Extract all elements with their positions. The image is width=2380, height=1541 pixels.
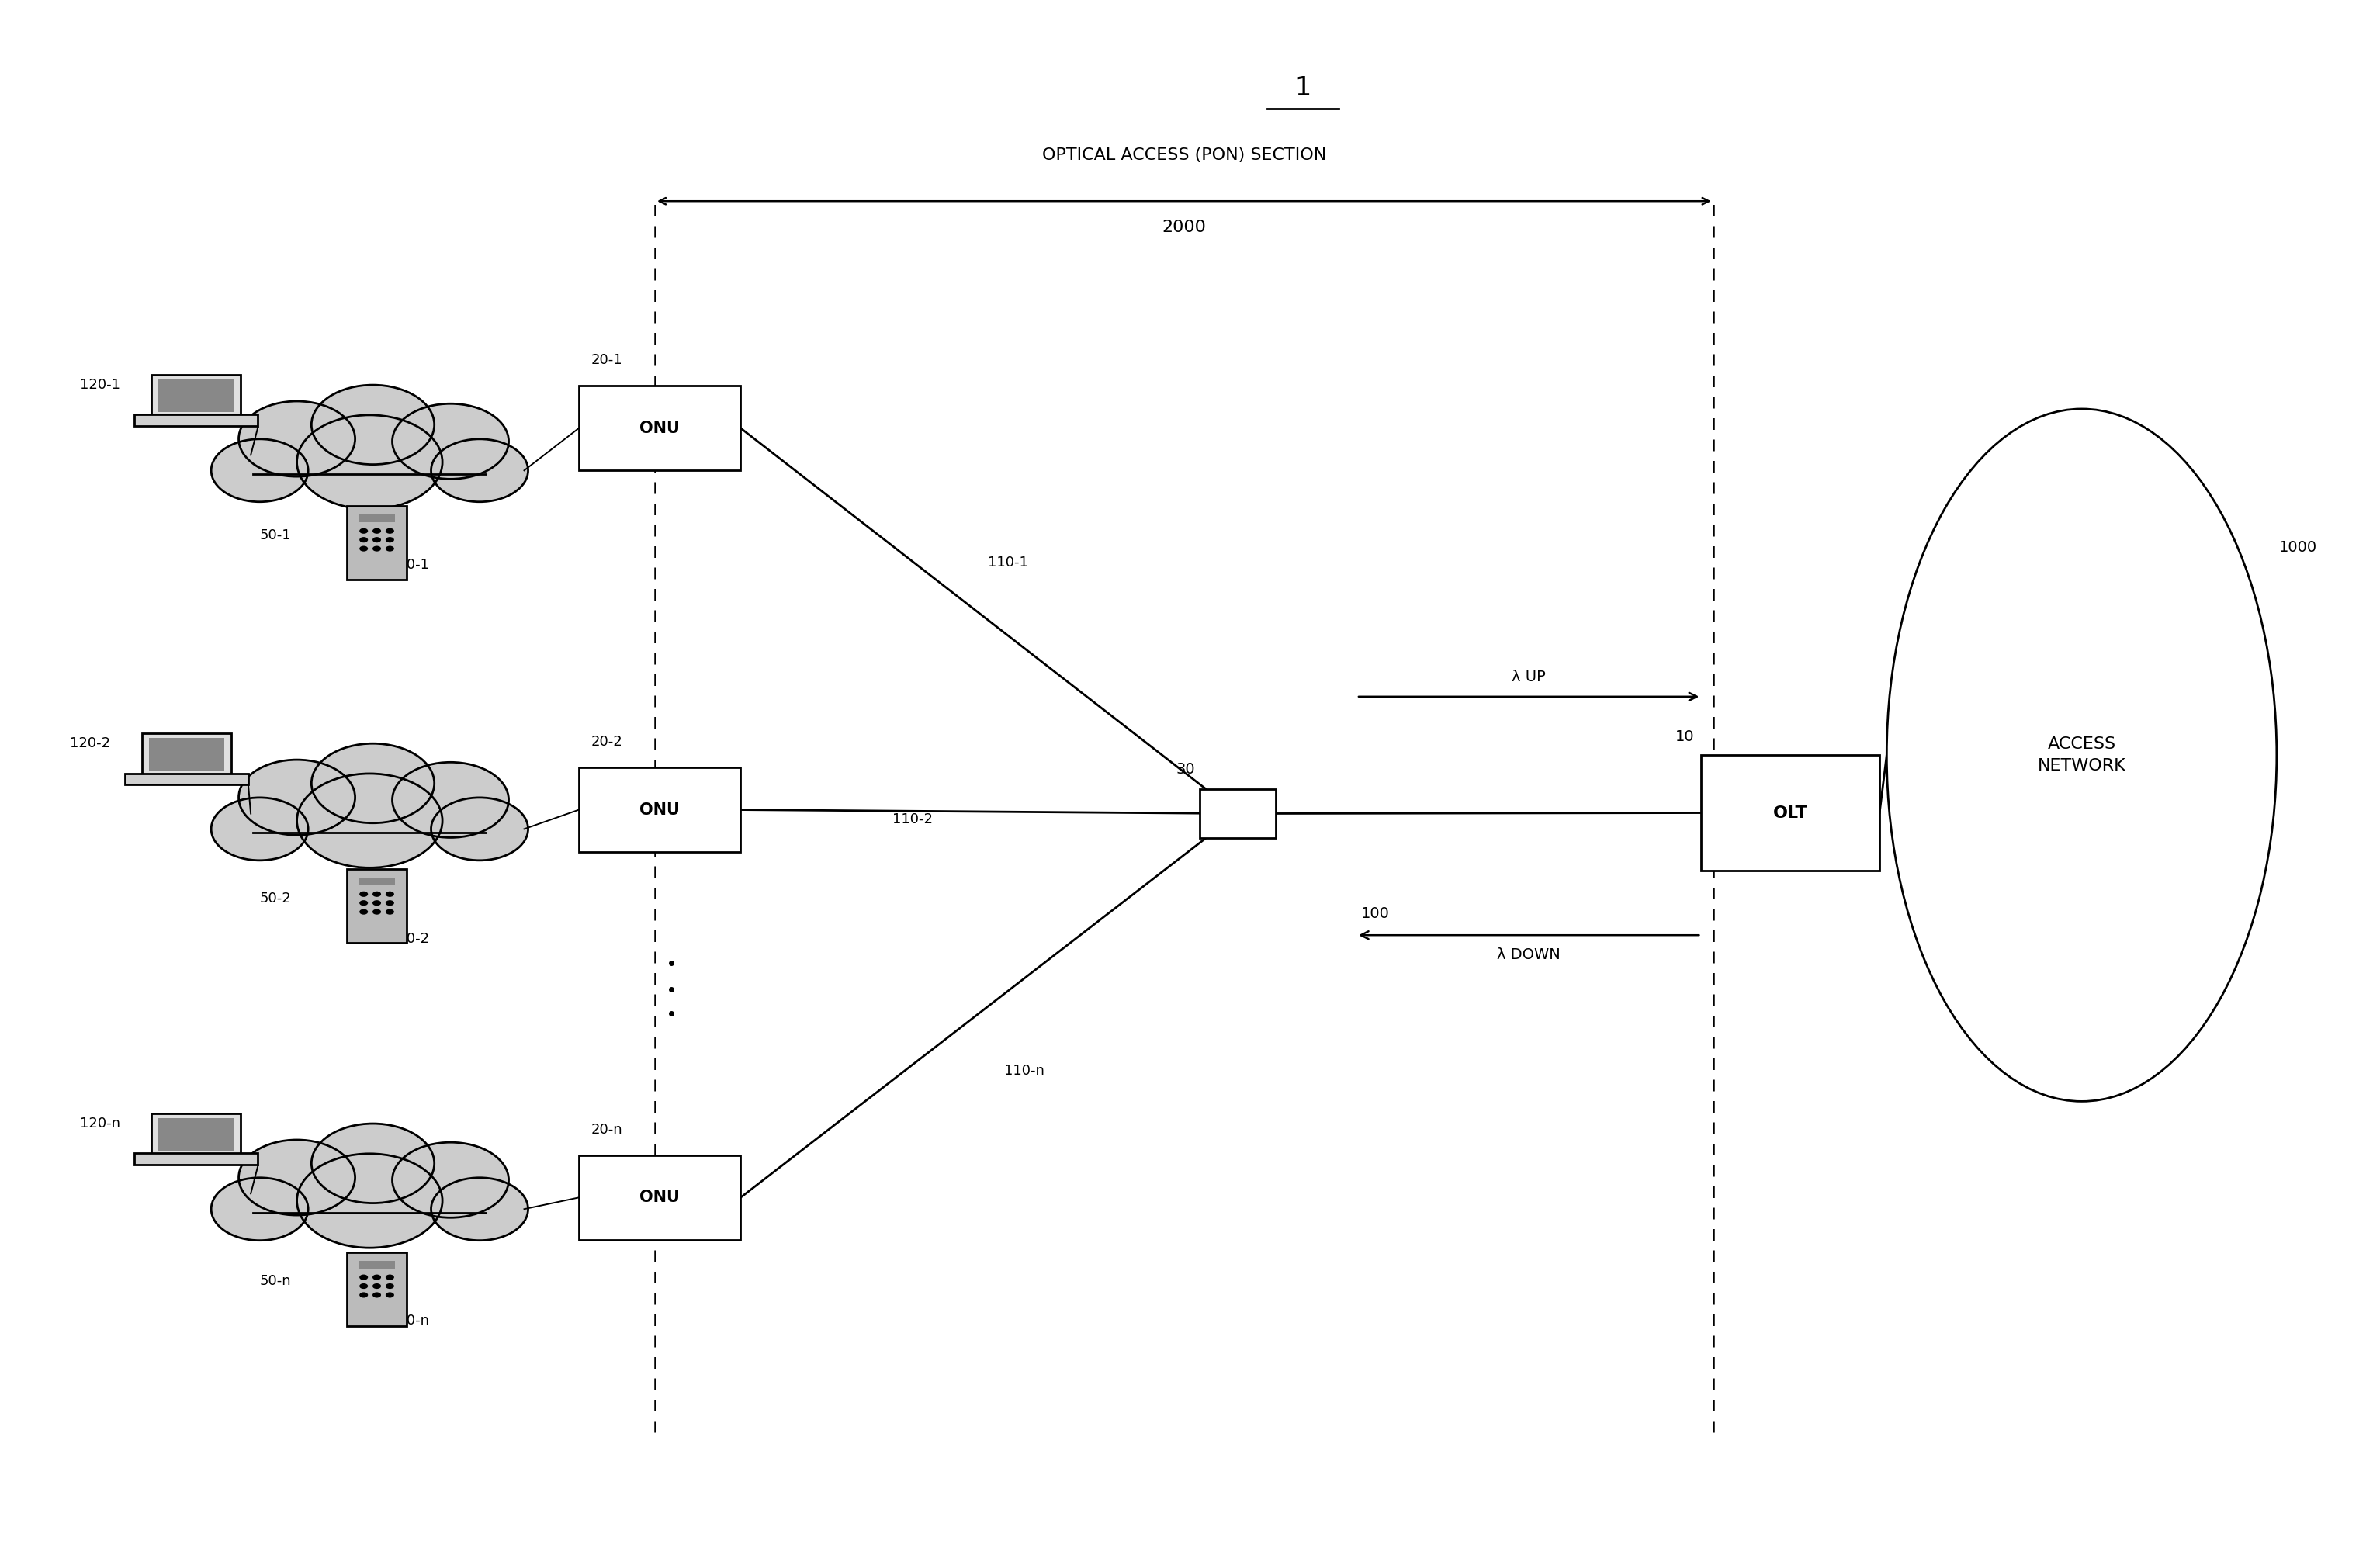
- Circle shape: [238, 401, 355, 476]
- Circle shape: [386, 891, 395, 897]
- Circle shape: [431, 798, 528, 860]
- Circle shape: [312, 743, 433, 823]
- Circle shape: [374, 900, 381, 906]
- Bar: [124, 774, 248, 784]
- Bar: [347, 869, 407, 943]
- Circle shape: [359, 900, 369, 906]
- Circle shape: [393, 404, 509, 479]
- Text: 110-1: 110-1: [988, 556, 1028, 570]
- Text: 20-2: 20-2: [590, 735, 624, 749]
- Bar: [359, 878, 395, 885]
- Bar: [359, 515, 395, 522]
- Circle shape: [386, 546, 395, 552]
- Bar: [152, 1113, 240, 1156]
- Circle shape: [374, 529, 381, 533]
- Bar: [578, 385, 740, 470]
- Circle shape: [359, 909, 369, 915]
- Circle shape: [359, 1293, 369, 1298]
- Circle shape: [359, 1284, 369, 1288]
- Text: 30: 30: [1176, 761, 1195, 777]
- Circle shape: [312, 1123, 433, 1204]
- Circle shape: [359, 536, 369, 542]
- Circle shape: [212, 798, 307, 860]
- Circle shape: [212, 439, 307, 502]
- Bar: [133, 1153, 257, 1165]
- Text: OPTICAL ACCESS (PON) SECTION: OPTICAL ACCESS (PON) SECTION: [1042, 146, 1326, 163]
- Circle shape: [393, 1142, 509, 1217]
- Text: 20-n: 20-n: [590, 1123, 621, 1137]
- Bar: [1702, 755, 1880, 871]
- Circle shape: [312, 385, 433, 464]
- Text: ONU: ONU: [640, 801, 681, 817]
- Circle shape: [431, 439, 528, 502]
- Circle shape: [386, 1293, 395, 1298]
- Bar: [143, 734, 231, 775]
- Circle shape: [374, 891, 381, 897]
- Bar: [347, 1253, 407, 1325]
- Circle shape: [374, 1274, 381, 1281]
- Circle shape: [386, 1274, 395, 1281]
- Text: 120-1: 120-1: [79, 378, 119, 391]
- Text: 110-2: 110-2: [892, 812, 933, 826]
- Text: 130-n: 130-n: [388, 1314, 428, 1328]
- Text: ONU: ONU: [640, 421, 681, 436]
- Text: ACCESS
NETWORK: ACCESS NETWORK: [2037, 737, 2125, 774]
- Bar: [159, 379, 233, 411]
- Text: 120-2: 120-2: [69, 737, 109, 750]
- Bar: [578, 1156, 740, 1241]
- Circle shape: [386, 900, 395, 906]
- Circle shape: [359, 891, 369, 897]
- Bar: [347, 505, 407, 579]
- Circle shape: [374, 536, 381, 542]
- Text: 50-1: 50-1: [259, 529, 290, 542]
- Text: ONU: ONU: [640, 1190, 681, 1205]
- Circle shape: [374, 546, 381, 552]
- Circle shape: [386, 1284, 395, 1288]
- Text: 100: 100: [1361, 906, 1390, 920]
- Circle shape: [359, 1274, 369, 1281]
- Bar: [578, 767, 740, 852]
- Ellipse shape: [1887, 408, 2278, 1102]
- Bar: [150, 738, 224, 770]
- Circle shape: [374, 1293, 381, 1298]
- Text: OLT: OLT: [1773, 804, 1809, 820]
- Circle shape: [386, 529, 395, 533]
- Bar: [252, 1183, 486, 1213]
- Circle shape: [386, 909, 395, 915]
- Bar: [252, 804, 486, 834]
- Bar: [359, 1261, 395, 1268]
- Circle shape: [386, 536, 395, 542]
- Text: 120-n: 120-n: [79, 1117, 119, 1131]
- Circle shape: [374, 909, 381, 915]
- Circle shape: [212, 1177, 307, 1241]
- Text: 110-n: 110-n: [1004, 1063, 1045, 1077]
- Text: 20-1: 20-1: [590, 353, 621, 367]
- Circle shape: [298, 1154, 443, 1248]
- Text: 50-2: 50-2: [259, 891, 290, 905]
- Circle shape: [298, 774, 443, 868]
- Circle shape: [298, 415, 443, 509]
- Text: 1: 1: [1295, 76, 1311, 102]
- Circle shape: [431, 1177, 528, 1241]
- Text: 130-1: 130-1: [388, 558, 428, 572]
- Bar: [152, 374, 240, 416]
- Bar: [252, 445, 486, 475]
- Text: 2000: 2000: [1161, 220, 1207, 236]
- Bar: [133, 415, 257, 425]
- Circle shape: [393, 763, 509, 838]
- Text: 130-2: 130-2: [388, 932, 428, 946]
- Circle shape: [238, 760, 355, 835]
- Text: 50-n: 50-n: [259, 1274, 290, 1288]
- Text: λ DOWN: λ DOWN: [1497, 948, 1561, 962]
- Text: 10: 10: [1676, 729, 1695, 744]
- Circle shape: [359, 546, 369, 552]
- Text: 1000: 1000: [2280, 539, 2318, 555]
- Circle shape: [359, 529, 369, 533]
- Bar: [159, 1117, 233, 1151]
- Text: λ UP: λ UP: [1511, 670, 1547, 684]
- Circle shape: [374, 1284, 381, 1288]
- Bar: [1200, 789, 1276, 838]
- Circle shape: [238, 1140, 355, 1216]
